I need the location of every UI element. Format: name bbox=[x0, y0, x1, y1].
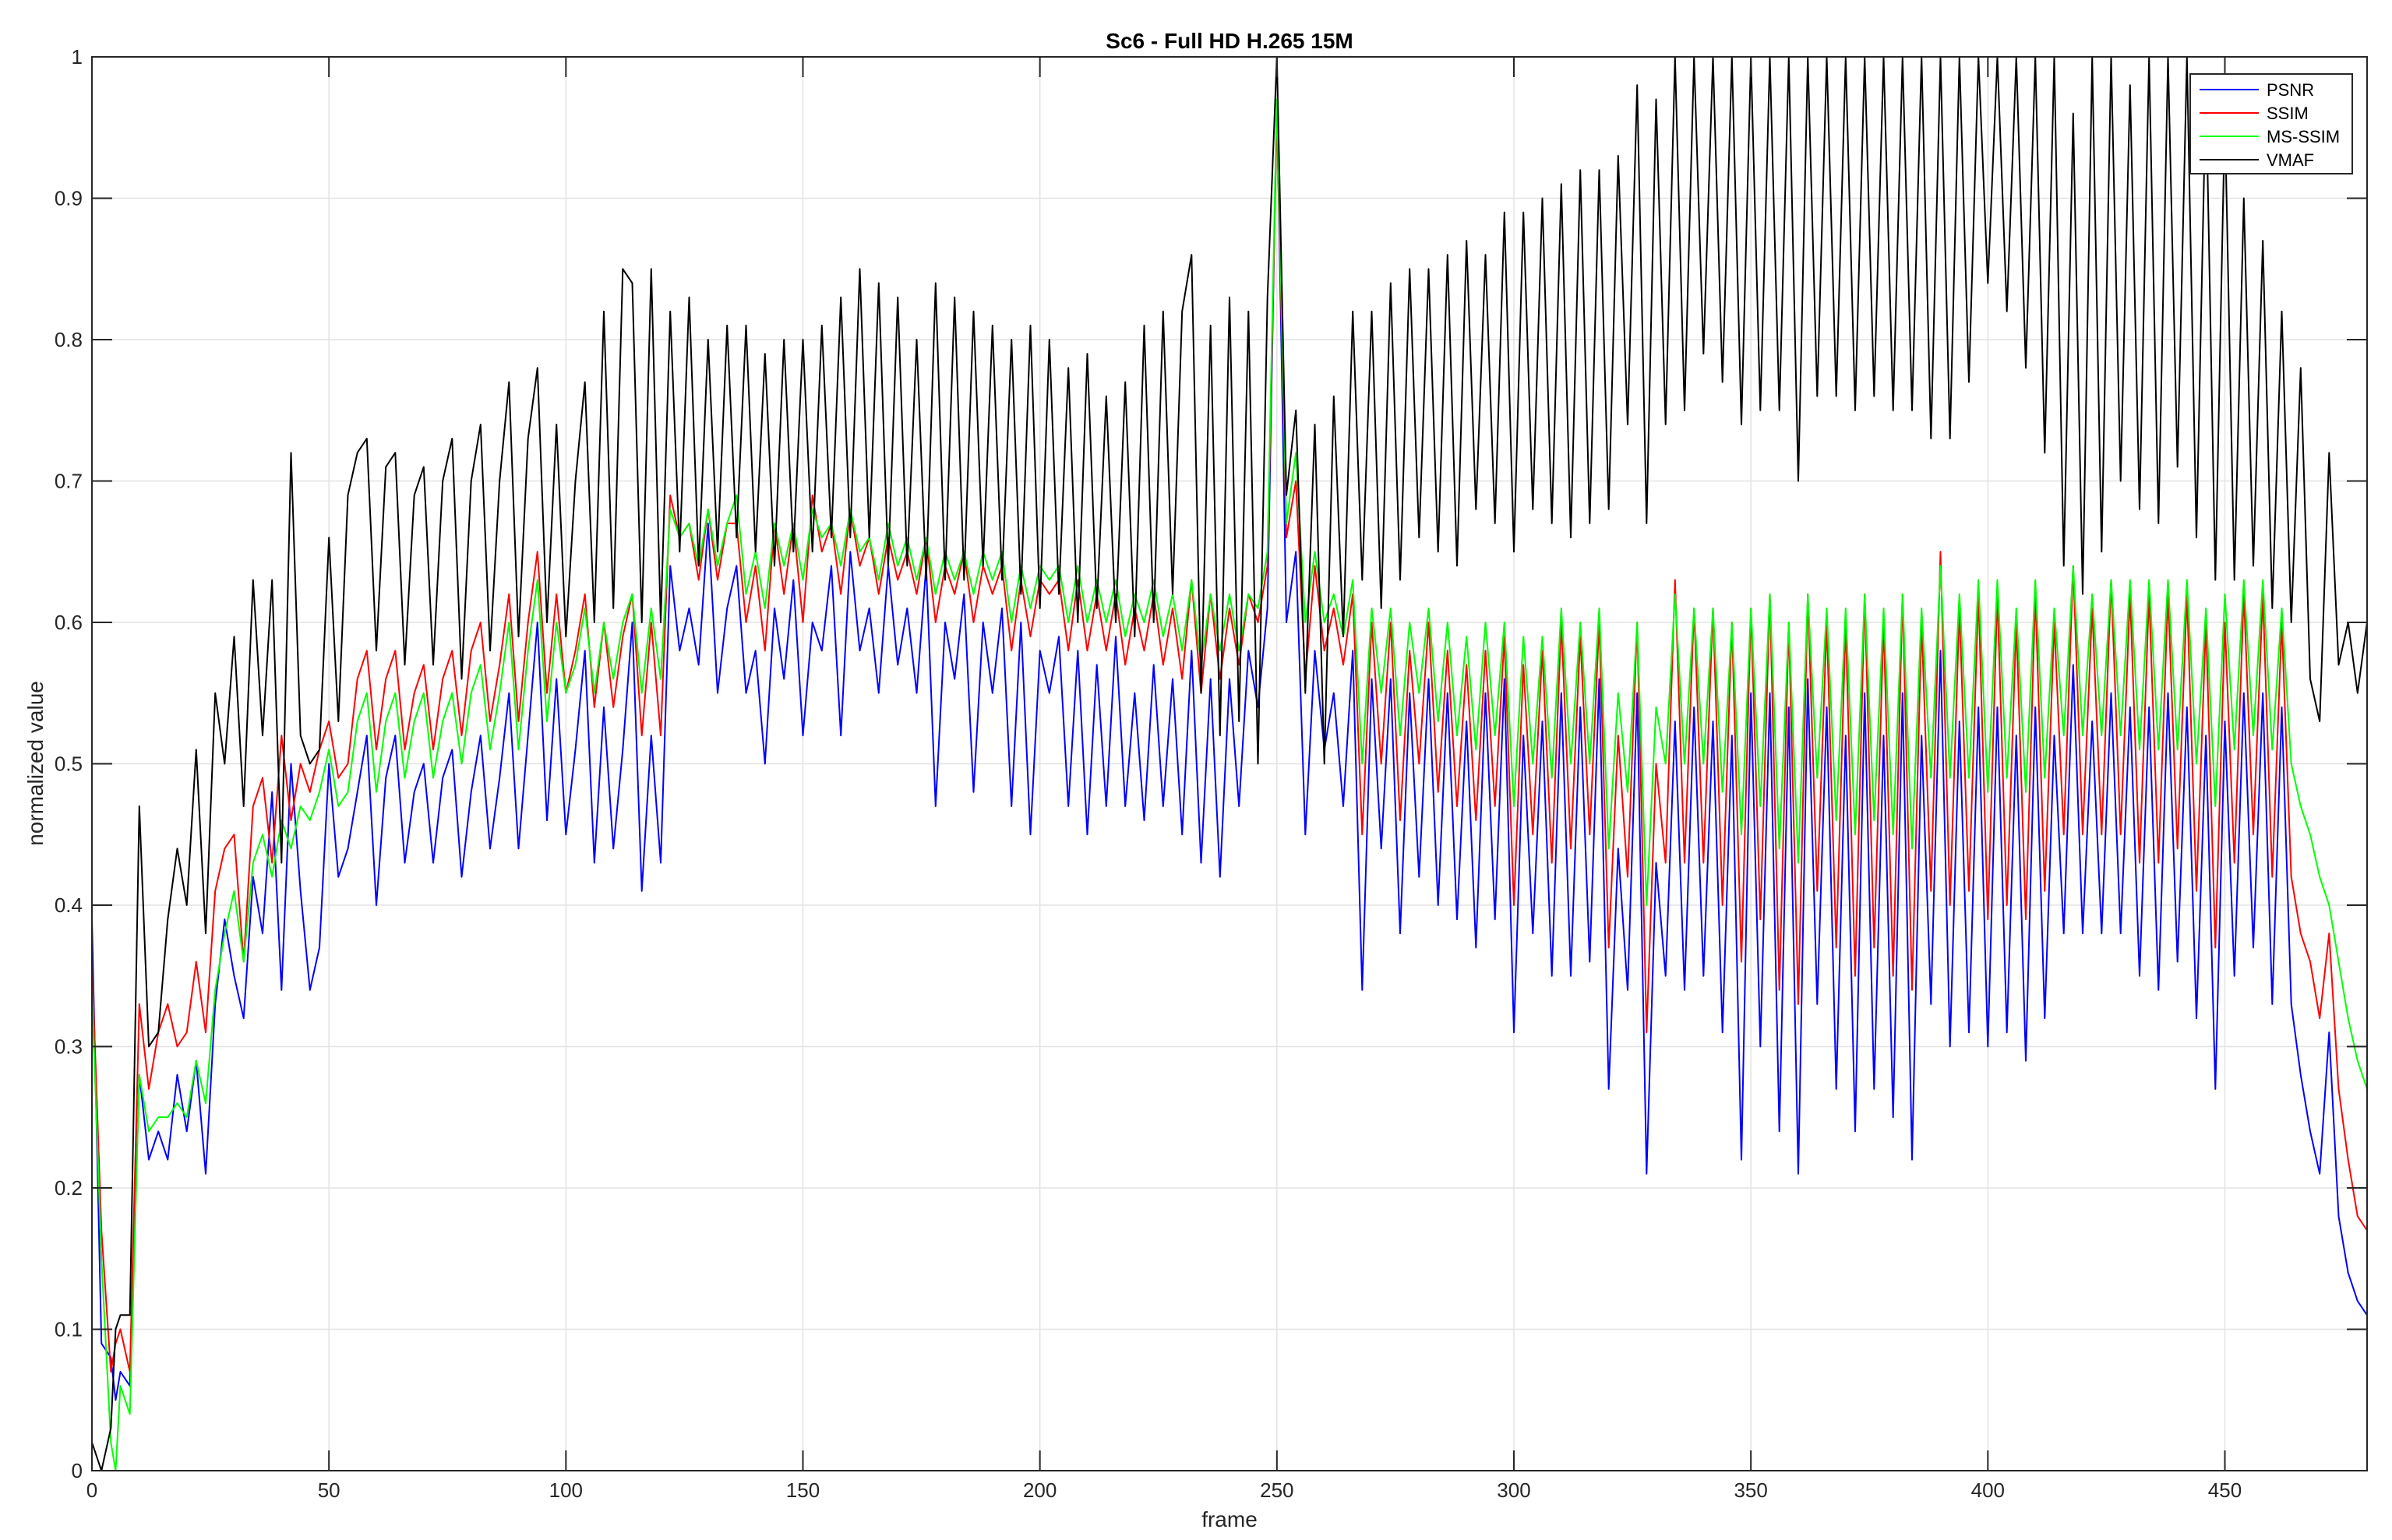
x-tick-label: 50 bbox=[318, 1478, 340, 1502]
y-axis-label: normalized value bbox=[23, 681, 48, 846]
y-tick-label: 1 bbox=[72, 45, 83, 69]
x-tick-label: 300 bbox=[1497, 1478, 1530, 1502]
y-tick-label: 0.4 bbox=[55, 893, 83, 917]
x-tick-label: 350 bbox=[1734, 1478, 1767, 1502]
y-tick-label: 0.1 bbox=[55, 1318, 83, 1341]
series-line-vmaf bbox=[91, 56, 2368, 1471]
y-tick-label: 0.2 bbox=[55, 1176, 83, 1200]
legend-label-ms-ssim: MS-SSIM bbox=[2267, 127, 2340, 146]
series-lines bbox=[91, 56, 2368, 1471]
x-tick-label: 150 bbox=[786, 1478, 820, 1502]
series-line-psnr bbox=[91, 98, 2368, 1401]
series-line-ms-ssim bbox=[91, 98, 2368, 1471]
x-tick-label: 250 bbox=[1260, 1478, 1293, 1502]
y-tick-label: 0.6 bbox=[55, 611, 83, 634]
x-tick-label: 100 bbox=[549, 1478, 583, 1502]
legend-label-vmaf: VMAF bbox=[2267, 150, 2314, 170]
y-tick-label: 0.5 bbox=[55, 752, 83, 776]
legend: PSNR SSIM MS-SSIM VMAF bbox=[2189, 73, 2353, 174]
x-tick-label: 200 bbox=[1023, 1478, 1057, 1502]
y-tick-label: 0.8 bbox=[55, 328, 83, 351]
legend-box bbox=[2189, 73, 2353, 174]
legend-label-ssim: SSIM bbox=[2267, 104, 2309, 123]
y-tick-label: 0 bbox=[72, 1459, 83, 1482]
x-tick-label: 400 bbox=[1971, 1478, 2005, 1502]
axis-ticks bbox=[91, 56, 2367, 1471]
x-axis-label: frame bbox=[1201, 1507, 1258, 1531]
legend-label-psnr: PSNR bbox=[2267, 80, 2314, 100]
tick-labels: 0 50 100 150 200 250 300 350 400 450 0 0.1 0.2 0.3 0.4… bbox=[55, 45, 2242, 1502]
y-tick-label: 0.9 bbox=[55, 187, 83, 210]
y-tick-label: 0.3 bbox=[55, 1035, 83, 1059]
series-line-ssim bbox=[91, 112, 2368, 1373]
x-tick-label: 0 bbox=[86, 1478, 97, 1502]
y-tick-label: 0.7 bbox=[55, 470, 83, 493]
chart-title: Sc6 - Full HD H.265 15M bbox=[1106, 29, 1353, 53]
x-tick-label: 450 bbox=[2208, 1478, 2242, 1502]
